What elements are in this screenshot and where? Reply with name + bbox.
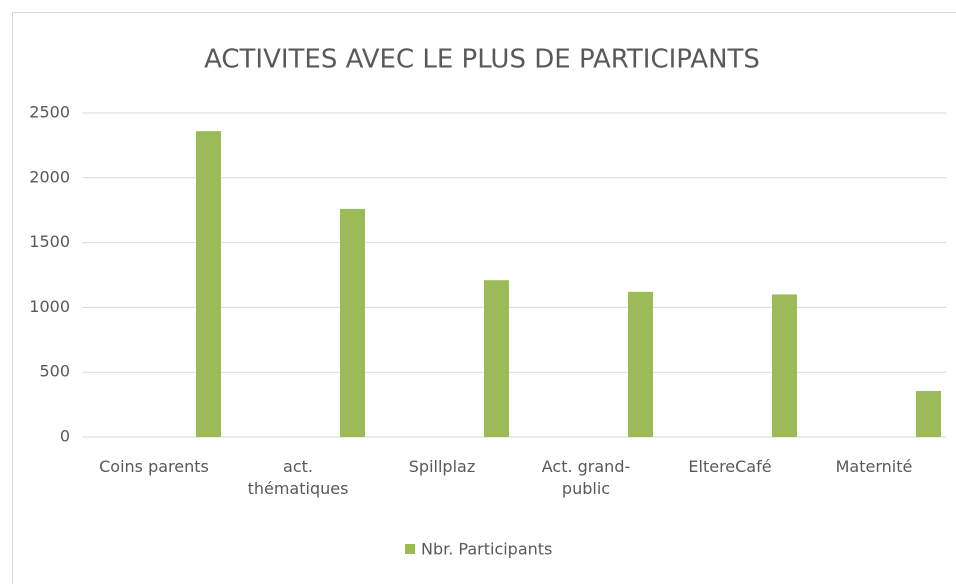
legend-label: Nbr. Participants (421, 540, 552, 559)
y-tick-label: 0 (60, 427, 70, 446)
bar (196, 131, 221, 438)
x-tick-label: act. thématiques (247, 457, 349, 498)
legend-swatch (405, 544, 415, 554)
x-tick-label: Spillplaz (408, 457, 476, 476)
bar (916, 390, 941, 437)
x-tick-label: Maternité (835, 457, 913, 476)
bar (628, 291, 653, 437)
bar (340, 208, 365, 437)
chart-title: ACTIVITES AVEC LE PLUS DE PARTICIPANTS (204, 45, 760, 75)
y-tick-label: 500 (39, 362, 70, 381)
bar (772, 294, 797, 437)
y-tick-label: 2500 (29, 103, 70, 122)
x-tick-label: EltereCafé (688, 457, 772, 476)
y-tick-label: 1000 (29, 297, 70, 316)
x-tick-label: Act. grand-public (541, 457, 631, 498)
bar (484, 280, 509, 437)
y-tick-label: 2000 (29, 167, 70, 186)
x-tick-label: Coins parents (99, 457, 209, 476)
y-tick-label: 1500 (29, 232, 70, 251)
